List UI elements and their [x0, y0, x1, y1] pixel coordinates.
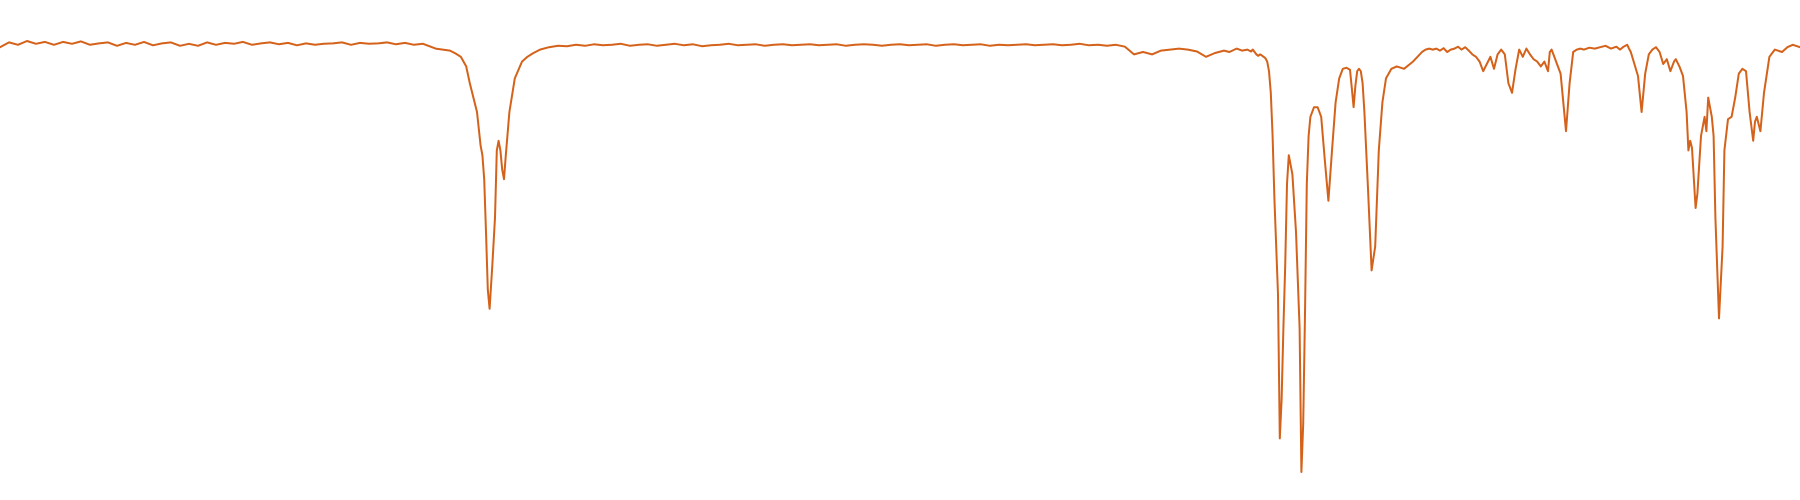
series-layer — [0, 40, 1800, 473]
series-line-0 — [0, 40, 1800, 473]
